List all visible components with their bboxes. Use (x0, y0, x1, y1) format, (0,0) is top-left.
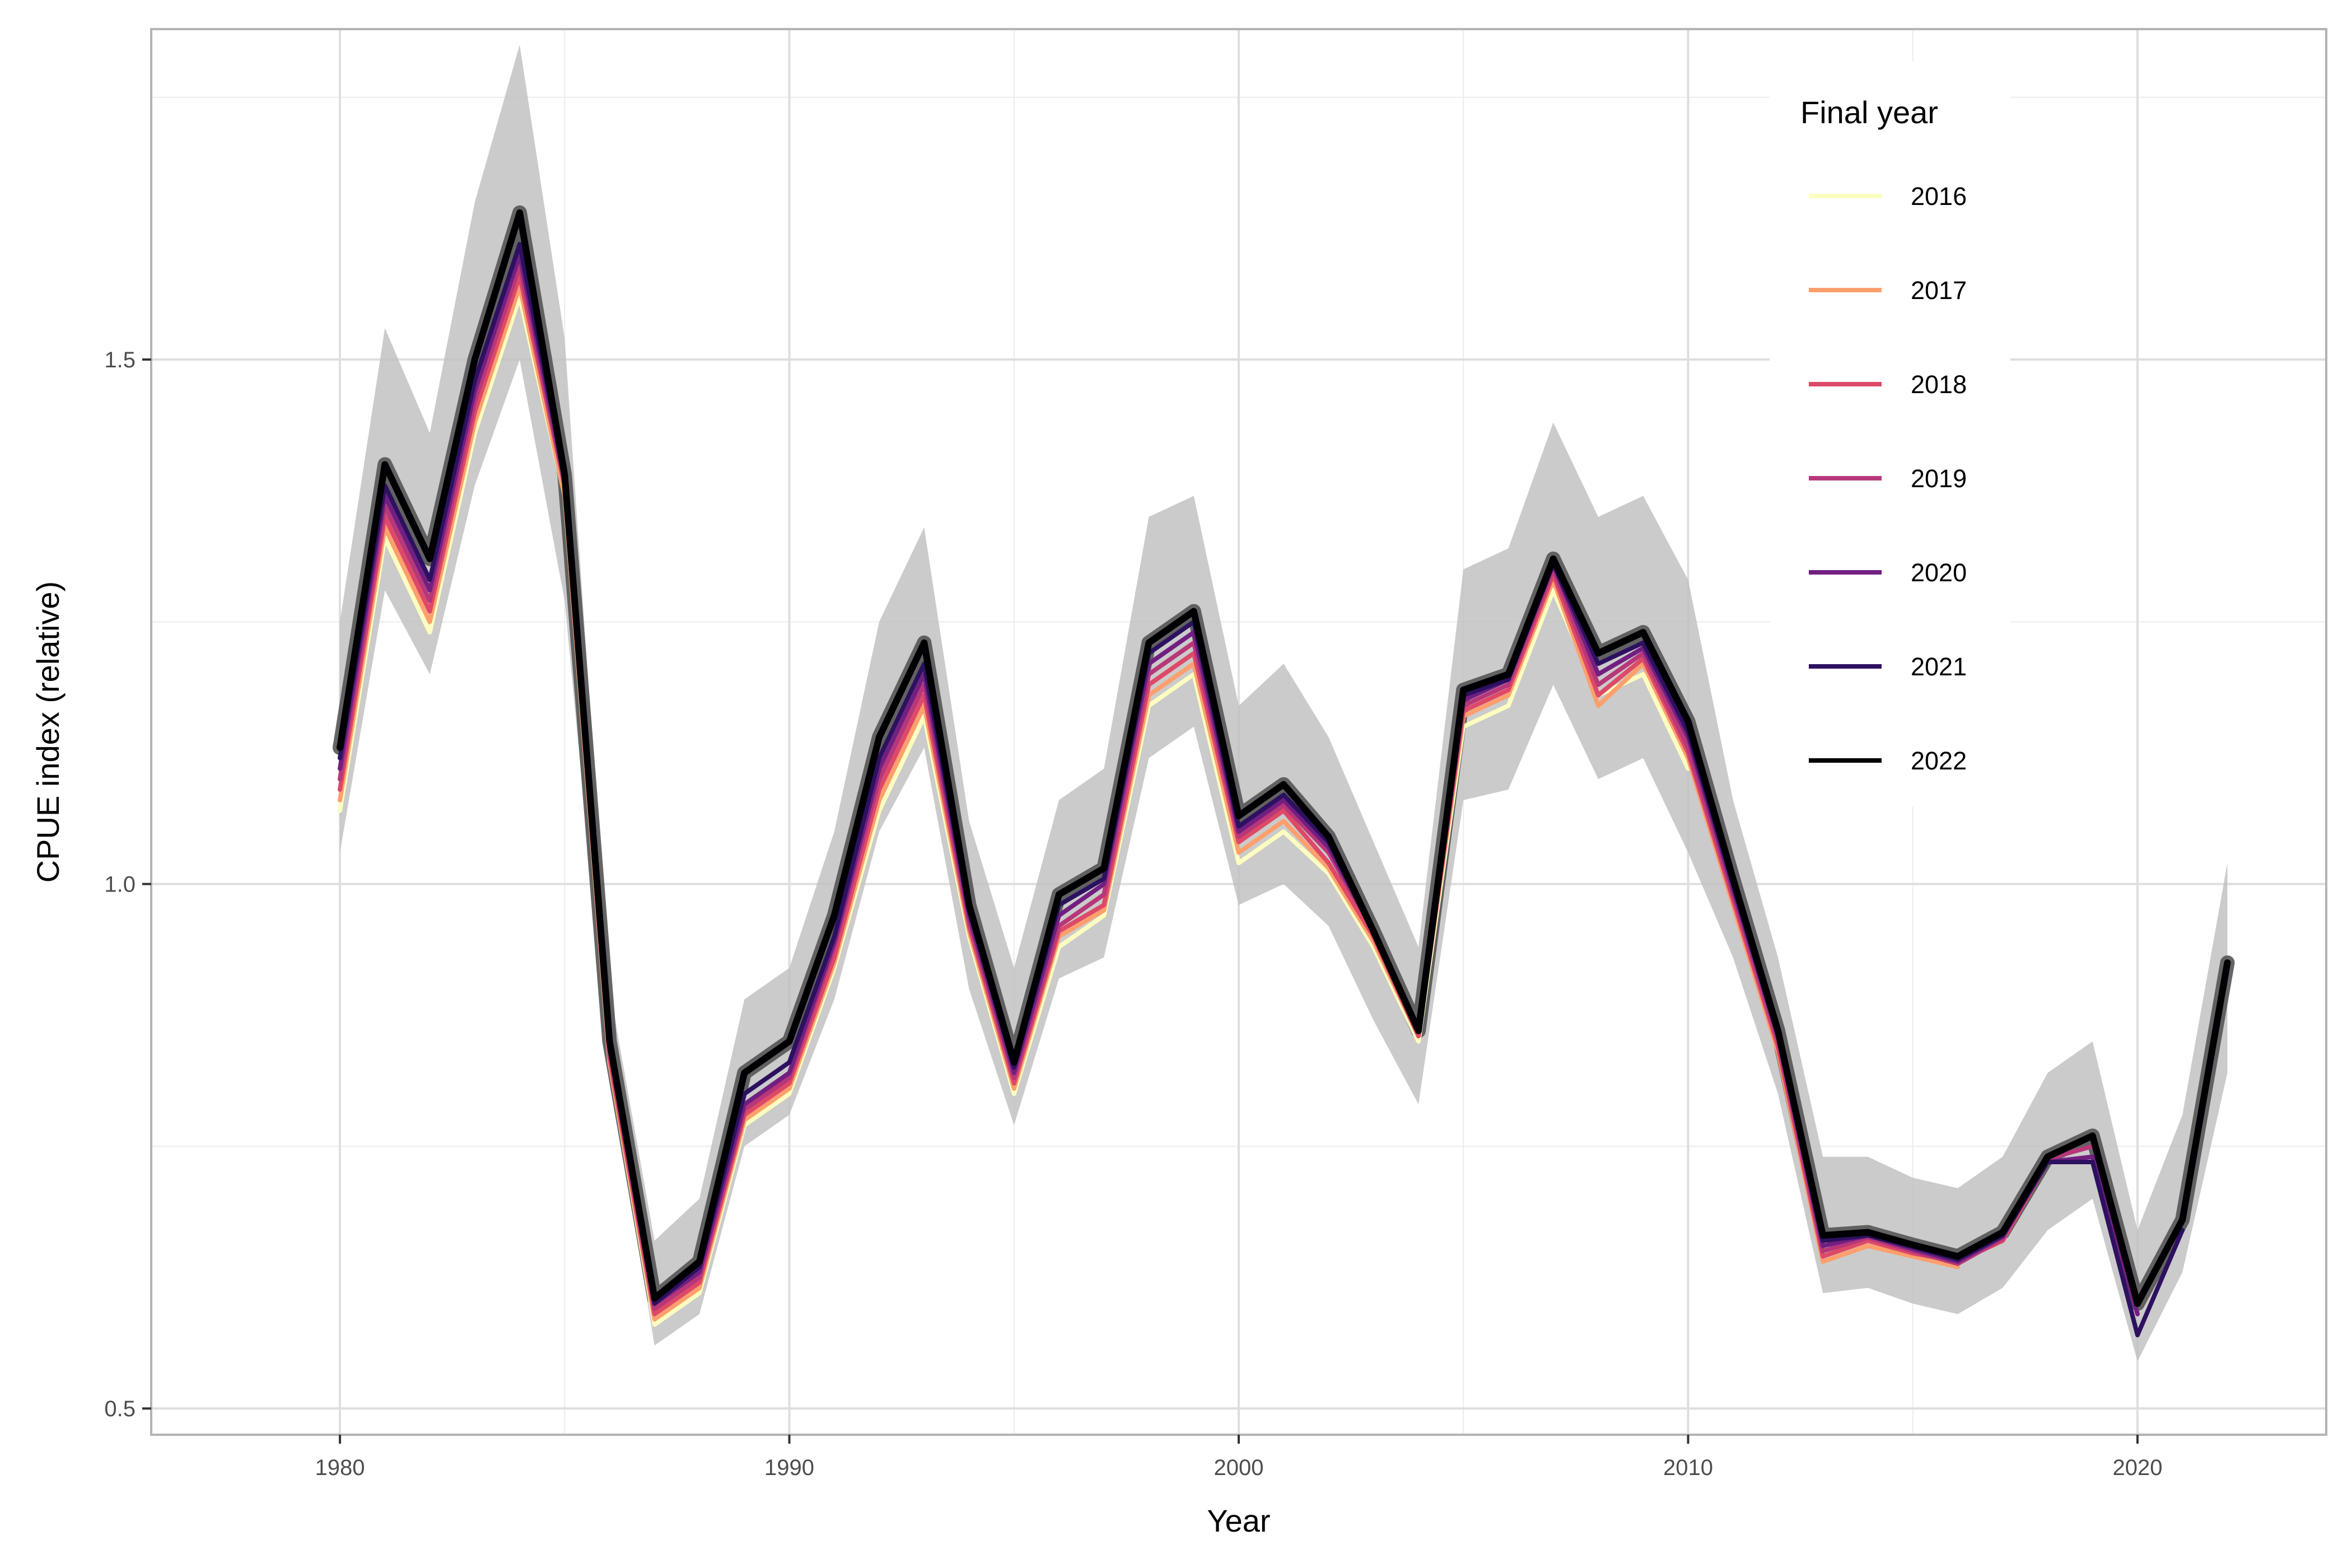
x-tick-label: 1990 (764, 1455, 814, 1480)
x-tick-label: 2020 (2112, 1455, 2162, 1480)
legend: Final year 2016 2017 2018 2019 2020 2021 2022 (1770, 62, 2010, 806)
legend-label-2019: 2019 (1911, 464, 1967, 493)
x-axis-title: Year (1207, 1503, 1270, 1538)
legend-label-2017: 2017 (1911, 276, 1967, 305)
legend-label-2016: 2016 (1911, 182, 1967, 211)
y-axis-ticks: 0.5 1.0 1.5 (104, 348, 151, 1421)
y-tick-label: 0.5 (104, 1397, 136, 1421)
x-tick-label: 1980 (315, 1455, 365, 1480)
legend-label-2020: 2020 (1911, 558, 1967, 587)
series-line-2022 (337, 209, 2231, 1307)
legend-label-2021: 2021 (1911, 652, 1967, 681)
legend-label-2018: 2018 (1911, 370, 1967, 399)
x-tick-label: 2000 (1214, 1455, 1264, 1480)
legend-items: 2016 2017 2018 2019 2020 2021 2022 (1809, 182, 1967, 775)
x-axis-ticks: 1980 1990 2000 2010 2020 (315, 1435, 2162, 1480)
legend-title: Final year (1800, 95, 1938, 130)
x-tick-label: 2010 (1663, 1455, 1713, 1480)
series-lines-layer (333, 205, 2235, 1338)
y-tick-label: 1.5 (104, 348, 136, 372)
y-tick-label: 1.0 (104, 872, 136, 897)
legend-label-2022: 2022 (1911, 746, 1967, 775)
y-axis-title: CPUE index (relative) (30, 581, 66, 883)
legend-background (1770, 62, 2010, 806)
